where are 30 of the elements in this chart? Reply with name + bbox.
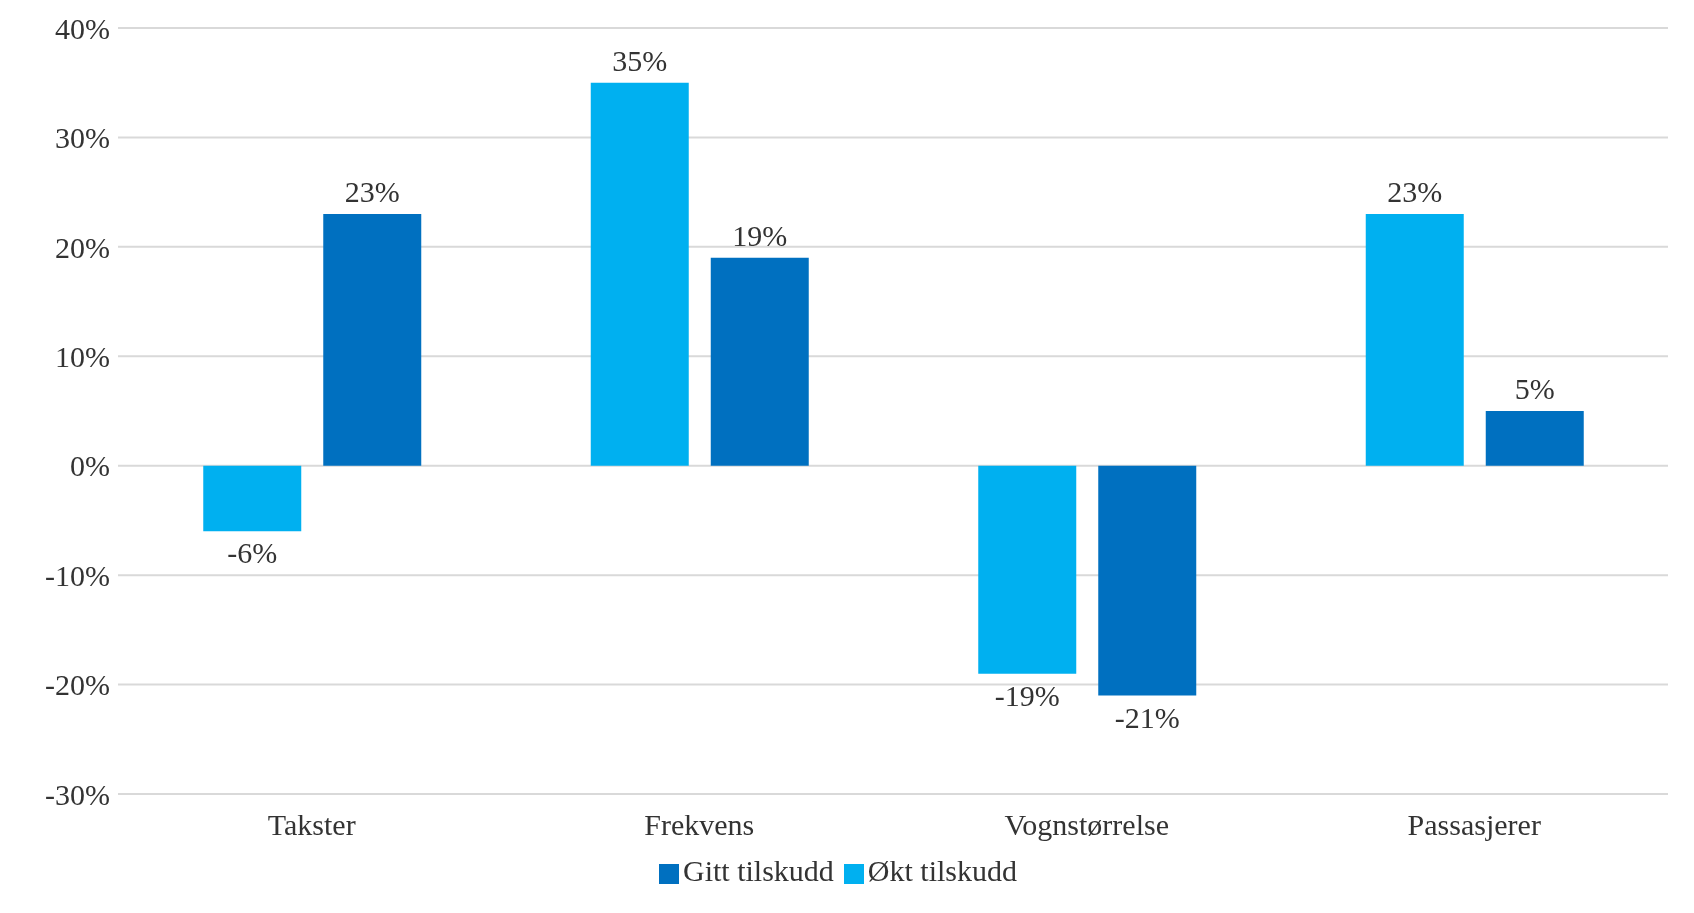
y-tick-label: -30% — [45, 777, 110, 811]
legend-label: Økt tilskudd — [867, 854, 1018, 887]
x-tick-label: Vognstørrelse — [1004, 808, 1169, 842]
legend-label: Gitt tilskudd — [682, 854, 834, 887]
x-tick-label: Passasjerer — [1407, 808, 1541, 842]
data-label: -21% — [1114, 700, 1180, 734]
data-label: -19% — [994, 678, 1060, 712]
y-tick-label: 20% — [55, 230, 110, 264]
bar — [1485, 411, 1584, 466]
y-tick-label: 30% — [55, 121, 110, 155]
y-tick-label: 40% — [55, 11, 110, 45]
bar — [1365, 214, 1464, 466]
data-label: 5% — [1514, 372, 1555, 405]
data-label: 23% — [1387, 175, 1443, 209]
y-tick-label: 10% — [55, 339, 110, 373]
x-tick-label: Frekvens — [644, 808, 755, 842]
y-tick-label: -10% — [45, 558, 110, 592]
y-tick-label: 0% — [70, 449, 110, 483]
data-label: 23% — [344, 175, 400, 209]
data-label: 19% — [732, 218, 788, 252]
data-label: 35% — [612, 43, 668, 77]
data-label: -6% — [227, 536, 278, 570]
bar — [710, 257, 809, 466]
bar — [1098, 465, 1197, 696]
bar — [590, 82, 689, 466]
bar — [203, 465, 302, 532]
y-tick-label: -20% — [45, 668, 110, 702]
bar — [978, 465, 1077, 674]
bar — [323, 214, 422, 466]
x-tick-label: Takster — [267, 808, 356, 842]
